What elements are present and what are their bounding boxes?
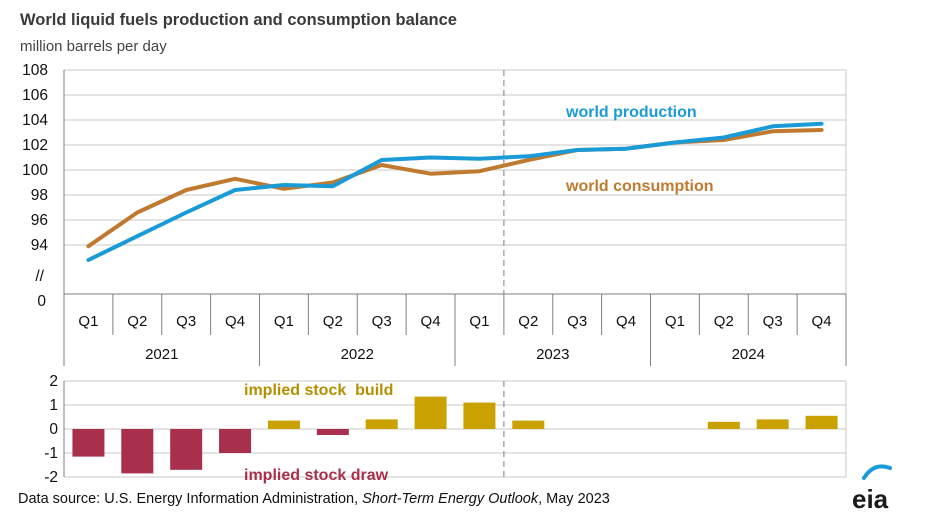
quarter-label: Q4 <box>812 313 832 330</box>
chart-title: World liquid fuels production and consum… <box>20 11 457 29</box>
quarter-label: Q1 <box>274 313 294 330</box>
quarter-label: Q4 <box>616 313 636 330</box>
series-line-production <box>86 121 824 262</box>
quarter-label: Q4 <box>225 313 245 330</box>
annotation-implied-stock-draw: implied stock draw <box>244 467 389 484</box>
quarter-label: Q3 <box>176 313 196 330</box>
top-y-tick-label: 98 <box>31 187 48 204</box>
top-y-tick-label: 106 <box>22 87 48 104</box>
quarter-label: Q1 <box>78 313 98 330</box>
top-series-lines <box>86 121 824 262</box>
stock-change-bars <box>72 396 838 474</box>
stock-draw-bar <box>72 429 105 457</box>
bottom-y-tick-label: -1 <box>44 445 58 462</box>
quarter-label: Q2 <box>714 313 734 330</box>
chart-subtitle: million barrels per day <box>20 38 167 55</box>
bottom-y-tick-label: 2 <box>49 373 58 390</box>
top-y-tick-label: 96 <box>31 212 48 229</box>
top-y-tick-label: 102 <box>22 137 48 154</box>
stock-build-bar <box>707 421 740 429</box>
stock-draw-bar <box>316 429 349 435</box>
stock-build-bar <box>805 415 838 429</box>
data-source-note: Data source: U.S. Energy Information Adm… <box>18 491 610 507</box>
quarter-label: Q3 <box>763 313 783 330</box>
top-y-tick-label: 100 <box>22 162 48 179</box>
top-y-axis-break: // <box>35 268 44 285</box>
quarter-label: Q1 <box>469 313 489 330</box>
eia-logo-text: eia <box>852 484 889 514</box>
stock-build-bar <box>267 420 300 429</box>
year-label: 2024 <box>732 346 765 363</box>
bottom-y-tick-label: -2 <box>44 469 58 486</box>
stock-draw-bar <box>219 429 252 453</box>
source-report-title: Short-Term Energy Outlook <box>362 491 539 507</box>
stock-build-bar <box>365 419 398 429</box>
quarter-label: Q3 <box>372 313 392 330</box>
stock-build-bar <box>756 419 789 429</box>
source-prefix: Data source: U.S. Energy Information Adm… <box>18 491 362 507</box>
series-label-world-production: world production <box>565 104 697 121</box>
year-label: 2023 <box>536 346 569 363</box>
quarter-label: Q3 <box>567 313 587 330</box>
top-y-zero-label: 0 <box>37 293 46 310</box>
stock-build-bar <box>463 402 496 429</box>
top-y-axis-labels: 108 106 104 102 100 98 96 94 // 0 <box>22 62 48 310</box>
annotation-implied-stock-build: implied stock build <box>244 382 393 399</box>
quarter-label: Q1 <box>665 313 685 330</box>
eia-logo-arc <box>862 464 892 480</box>
year-label: 2022 <box>341 346 374 363</box>
series-label-world-consumption: world consumption <box>565 178 714 195</box>
top-y-tick-label: 104 <box>22 112 48 129</box>
quarter-label: Q2 <box>127 313 147 330</box>
x-axis-categories: Q1 Q2 Q3 Q4 Q1 Q2 Q3 Q4 Q1 Q2 Q3 Q4 Q1 Q2 Q3 Q4 2021 2022… <box>63 293 847 366</box>
top-gridlines <box>63 69 847 294</box>
quarter-label: Q2 <box>518 313 538 330</box>
top-y-tick-label: 108 <box>22 62 48 79</box>
source-suffix: , May 2023 <box>538 491 610 507</box>
quarter-label: Q2 <box>323 313 343 330</box>
stock-draw-bar <box>170 429 203 470</box>
top-y-tick-label: 94 <box>31 237 49 254</box>
year-label: 2021 <box>145 346 178 363</box>
quarter-label: Q4 <box>421 313 441 330</box>
stock-build-bar <box>512 420 545 429</box>
stock-build-bar <box>414 396 447 429</box>
eia-logo: eia <box>852 464 892 514</box>
bottom-y-axis-labels: 2 1 0 -1 -2 <box>44 373 58 486</box>
bottom-y-tick-label: 1 <box>49 397 58 414</box>
bottom-y-tick-label: 0 <box>49 421 58 438</box>
stock-draw-bar <box>121 429 154 474</box>
